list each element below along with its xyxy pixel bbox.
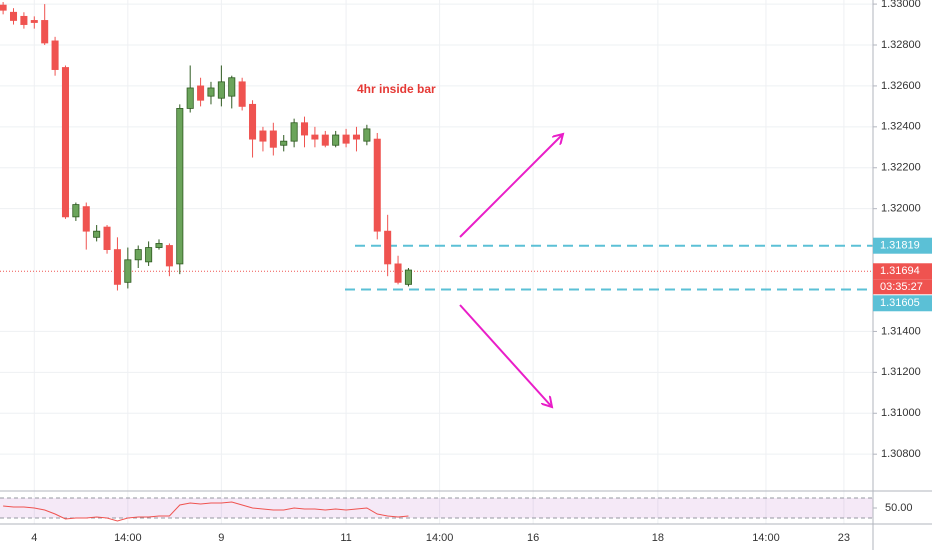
candle-body bbox=[61, 67, 69, 218]
y-tick-label: 1.31000 bbox=[881, 407, 921, 419]
candle-body bbox=[9, 11, 18, 21]
candle-body bbox=[113, 249, 121, 285]
candle-body bbox=[124, 259, 132, 283]
candle-body bbox=[176, 108, 184, 265]
candle-body bbox=[207, 87, 215, 97]
candle-body bbox=[290, 122, 298, 142]
x-tick-label: 11 bbox=[340, 532, 351, 544]
x-tick-label: 14:00 bbox=[752, 532, 780, 544]
level-box bbox=[873, 237, 932, 254]
candle-body bbox=[51, 40, 59, 70]
grid bbox=[0, 0, 873, 524]
y-tick-label: 1.30800 bbox=[881, 448, 921, 460]
candle-body bbox=[342, 134, 350, 144]
candle-body bbox=[311, 134, 319, 140]
candle-body bbox=[72, 204, 80, 218]
indicator-line bbox=[3, 501, 409, 522]
indicator-band bbox=[0, 498, 873, 518]
y-tick-label: 1.32200 bbox=[881, 162, 921, 174]
candle-body bbox=[384, 230, 392, 265]
candle-body bbox=[332, 134, 340, 146]
last-price-box bbox=[873, 263, 932, 280]
candle-body bbox=[0, 4, 7, 11]
candle-body bbox=[363, 128, 371, 142]
countdown-box bbox=[873, 279, 932, 295]
candle-body bbox=[394, 263, 402, 283]
candle-body bbox=[373, 138, 381, 232]
candle-body bbox=[145, 247, 153, 263]
candle-body bbox=[321, 134, 329, 146]
x-tick-label: 9 bbox=[218, 532, 224, 544]
candle-body bbox=[259, 130, 267, 142]
candle-body bbox=[269, 130, 277, 148]
candle-body bbox=[20, 15, 28, 25]
x-tick-label: 14:00 bbox=[114, 532, 142, 544]
candle-body bbox=[352, 134, 360, 140]
candle-body bbox=[249, 103, 257, 140]
countdown: 03:35:27 bbox=[880, 281, 923, 293]
candle-body bbox=[217, 81, 225, 99]
candle-body bbox=[93, 230, 101, 238]
y-tick-label: 1.32600 bbox=[881, 80, 921, 92]
candle-body bbox=[238, 81, 246, 107]
x-tick-label: 23 bbox=[838, 532, 850, 544]
last-price-label: 1.31694 bbox=[880, 265, 920, 277]
indicator-tick-label: 50.00 bbox=[885, 502, 913, 514]
candle-body bbox=[197, 85, 205, 101]
y-tick-label: 1.31400 bbox=[881, 325, 921, 337]
y-tick-label: 1.31200 bbox=[881, 366, 921, 378]
annotation: 4hr inside bar bbox=[357, 82, 436, 96]
x-tick-label: 18 bbox=[652, 532, 664, 544]
candle-body bbox=[300, 122, 309, 136]
candle-body bbox=[165, 245, 173, 267]
candle-body bbox=[404, 269, 412, 285]
y-tick-label: 1.33000 bbox=[881, 0, 921, 10]
y-tick-label: 1.32000 bbox=[881, 203, 921, 215]
arrow-up bbox=[459, 134, 563, 238]
candle-body bbox=[82, 206, 90, 232]
candle-body bbox=[103, 226, 111, 250]
candle-body bbox=[186, 87, 194, 109]
level-box bbox=[873, 295, 932, 312]
plot bbox=[0, 2, 873, 522]
candle-body bbox=[155, 243, 163, 248]
x-tick-label: 16 bbox=[527, 532, 539, 544]
candle-body bbox=[41, 20, 49, 44]
arrow-down bbox=[459, 304, 552, 407]
x-tick-label: 14:00 bbox=[426, 532, 454, 544]
candle-body bbox=[280, 140, 288, 146]
candle-body bbox=[30, 20, 38, 23]
candle-body bbox=[228, 77, 236, 97]
level-label: 1.31605 bbox=[880, 297, 920, 309]
level-label: 1.31819 bbox=[880, 240, 920, 252]
y-tick-label: 1.32400 bbox=[881, 121, 921, 133]
y-tick-label: 1.32800 bbox=[881, 39, 921, 51]
candle-body bbox=[134, 249, 142, 261]
x-tick-label: 4 bbox=[31, 532, 37, 544]
axes: 1.33000 1.32800 1.32600 1.32400 1.32200 1.320… bbox=[31, 0, 932, 544]
